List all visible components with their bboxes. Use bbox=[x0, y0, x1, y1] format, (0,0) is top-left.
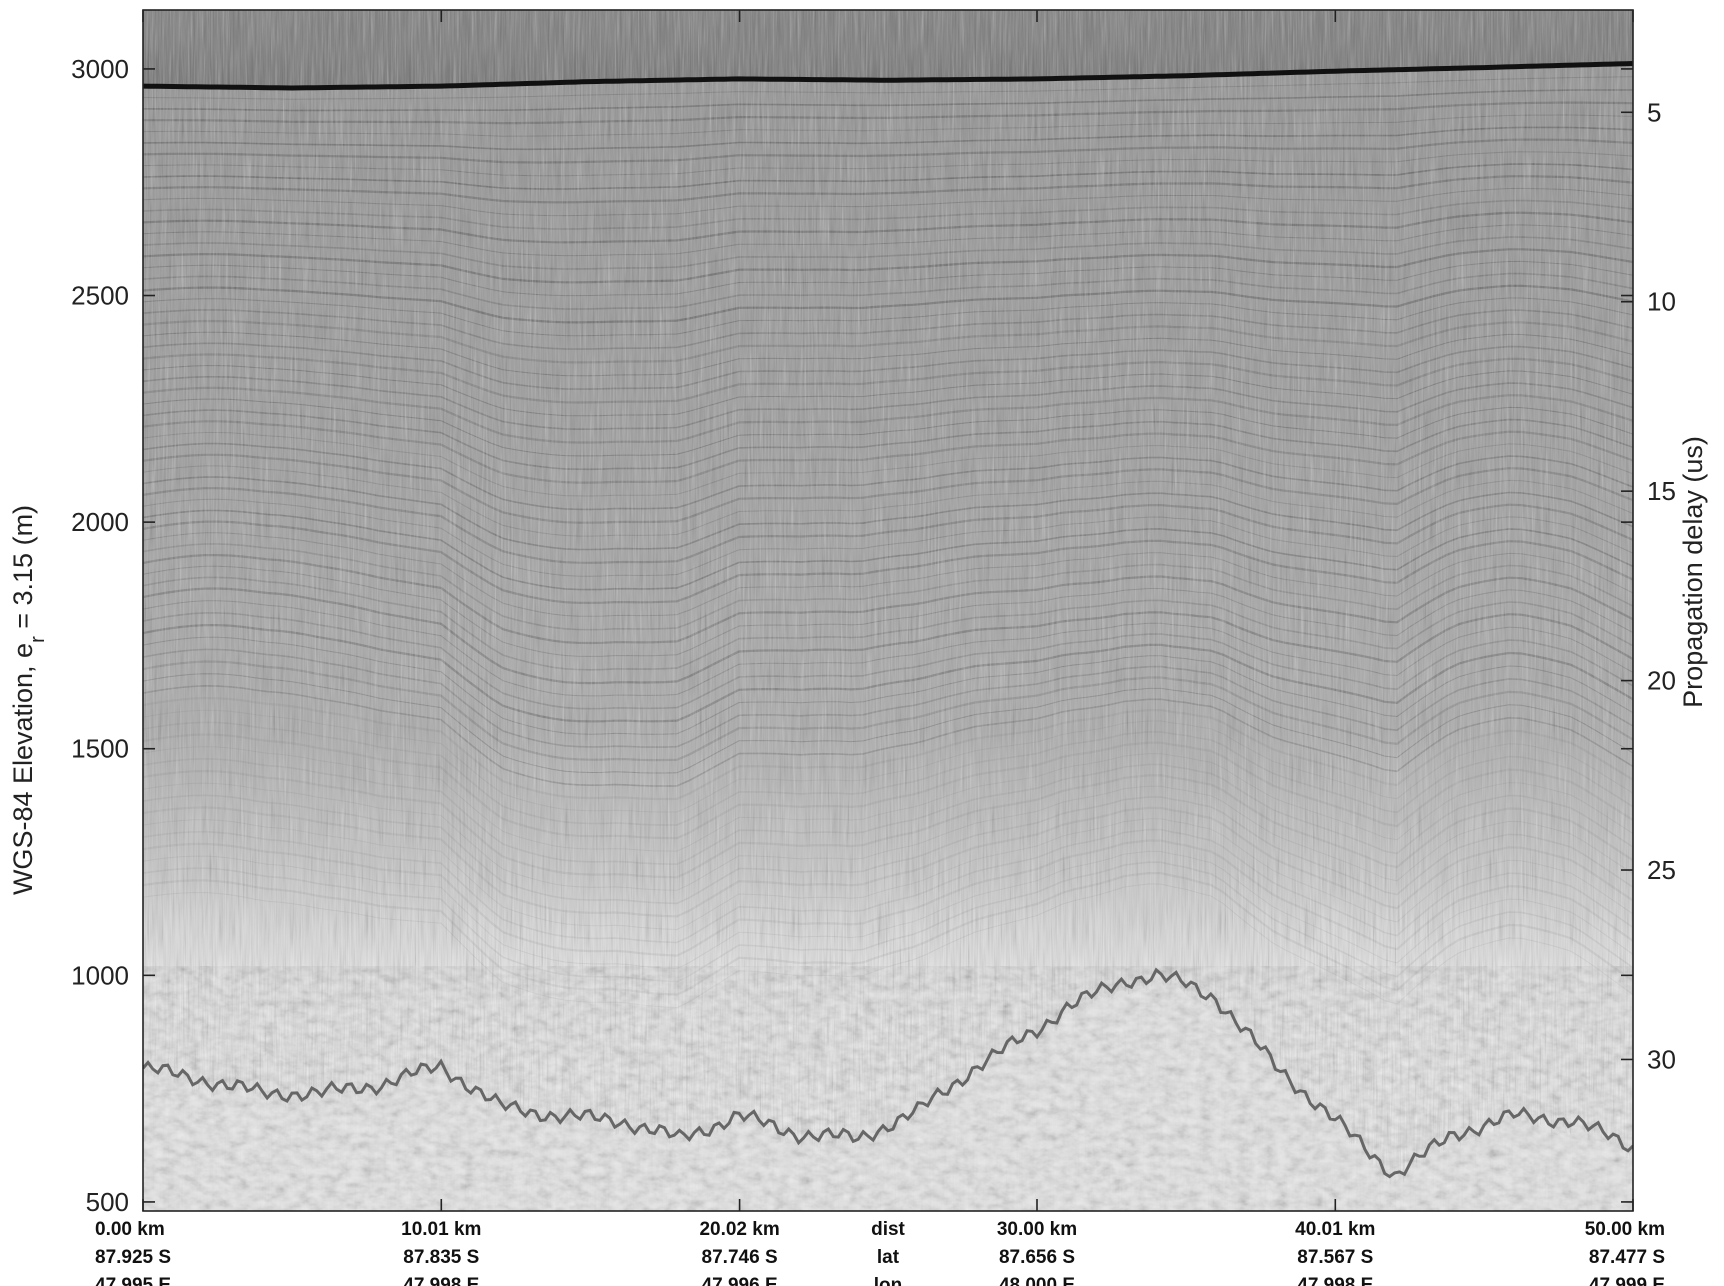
right-tick-label: 10 bbox=[1647, 287, 1676, 317]
bed-reflector-line bbox=[143, 967, 1633, 1179]
x-tick-label-dist: 20.02 km bbox=[699, 1219, 779, 1240]
x-tick-label-dist: 50.00 km bbox=[1585, 1219, 1665, 1240]
x-tick-label-lon: 47.999 E bbox=[1589, 1275, 1665, 1286]
left-tick-label: 500 bbox=[86, 1187, 129, 1217]
right-tick-label: 15 bbox=[1647, 476, 1676, 506]
x-tick-label-dist: 30.00 km bbox=[997, 1219, 1077, 1240]
x-tick-label-lon: 47.998 E bbox=[403, 1275, 479, 1286]
x-row-header: lon bbox=[874, 1275, 903, 1286]
left-axis: 500 1000 1500 2000 2500 3000 bbox=[71, 54, 1633, 1217]
left-tick-label: 2000 bbox=[71, 507, 129, 537]
svg-text:WGS-84 Elevation, er = 3.15 (m: WGS-84 Elevation, er = 3.15 (m) bbox=[8, 505, 49, 895]
left-axis-title-tail: = 3.15 (m) bbox=[8, 505, 38, 636]
bed-texture bbox=[143, 966, 1633, 1211]
plot-area bbox=[143, 10, 1633, 1211]
right-tick-label: 20 bbox=[1647, 666, 1676, 696]
right-tick-label: 25 bbox=[1647, 855, 1676, 885]
x-tick-label-lon: 47.996 E bbox=[702, 1275, 778, 1286]
x-tick-label-lat: 87.835 S bbox=[403, 1247, 479, 1268]
left-axis-title-main: WGS-84 Elevation, e bbox=[8, 643, 38, 895]
x-tick-label-dist: 10.01 km bbox=[401, 1219, 481, 1240]
x-tick-label-lat: 87.656 S bbox=[999, 1247, 1075, 1268]
left-axis-title: WGS-84 Elevation, er = 3.15 (m) bbox=[8, 505, 49, 895]
left-tick-label: 1000 bbox=[71, 960, 129, 990]
left-tick-label: 1500 bbox=[71, 734, 129, 764]
x-tick-label-lon: 47.995 E bbox=[95, 1275, 171, 1286]
right-axis-title: Propagation delay (us) bbox=[1678, 436, 1708, 708]
x-row-header: dist bbox=[871, 1219, 905, 1240]
x-tick-label-lat: 87.925 S bbox=[95, 1247, 171, 1268]
x-tick-label-lat: 87.567 S bbox=[1297, 1247, 1373, 1268]
left-tick-label: 2500 bbox=[71, 281, 129, 311]
x-tick-label-lat: 87.746 S bbox=[702, 1247, 778, 1268]
x-tick-label-dist: 40.01 km bbox=[1295, 1219, 1375, 1240]
plot-frame bbox=[142, 9, 1634, 1212]
bottom-axis: 0.00 km 87.925 S 47.995 E 10.01 km 87.835 S 4… bbox=[95, 10, 1665, 1286]
left-tick-label: 3000 bbox=[71, 54, 129, 84]
left-axis-title-sub: r bbox=[27, 636, 49, 643]
x-tick-label-lat: 87.477 S bbox=[1589, 1247, 1665, 1268]
right-axis: 5 10 15 20 25 30 bbox=[1621, 97, 1676, 1074]
right-tick-label: 5 bbox=[1647, 97, 1661, 127]
right-tick-label: 30 bbox=[1647, 1044, 1676, 1074]
x-row-header: lat bbox=[877, 1247, 900, 1268]
surface-reflector-line bbox=[143, 61, 1633, 91]
x-tick-label-lon: 47.998 E bbox=[1297, 1275, 1373, 1286]
x-tick-label-dist: 0.00 km bbox=[95, 1219, 165, 1240]
x-tick-label-lon: 48.000 E bbox=[999, 1275, 1075, 1286]
